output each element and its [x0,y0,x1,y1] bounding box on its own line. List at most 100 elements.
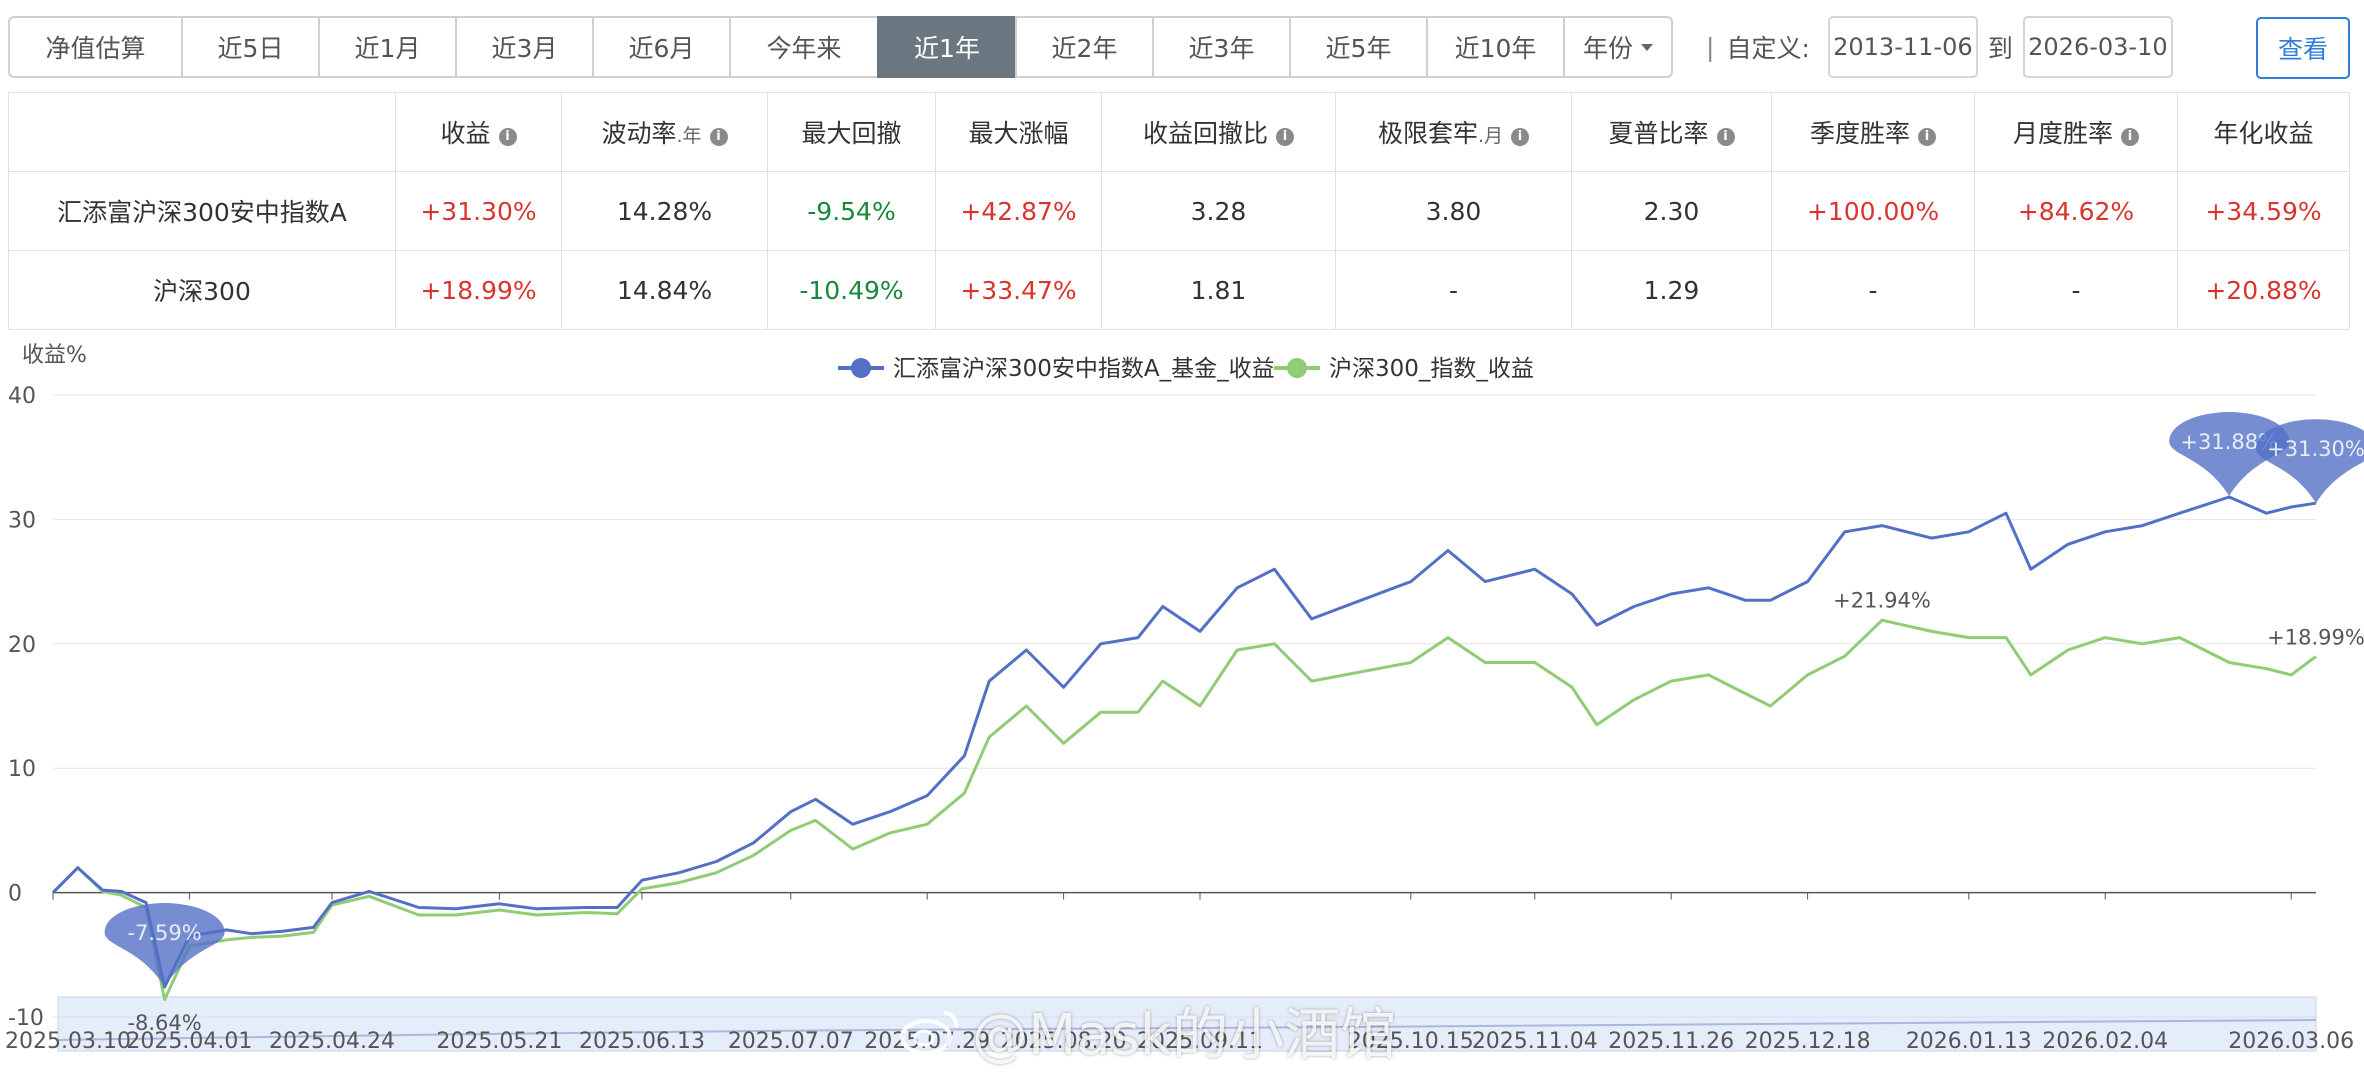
table-row: 汇添富沪深300安中指数A +31.30% 14.28% -9.54% +42.87% 3… [8,171,2350,251]
x-tick-label: 2025.03.10 [5,1029,131,1054]
column-header: 极限套牢.月 i [1335,92,1572,172]
period-tab-bar: 净值估算 近5日 近1月 近3月 近6月 今年来 近1年 近2年 近3年 近5年 近10年 年份 [8,16,1673,78]
table-cell: +20.88% [2177,250,2350,330]
tab-8[interactable]: 近2年 [1015,16,1152,78]
tab-1[interactable]: 净值估算 [8,16,181,78]
table-cell: -10.49% [767,250,936,330]
legend-label: 汇添富沪深300安中指数A_基金_收益 [893,356,1275,382]
tab-5[interactable]: 近6月 [592,16,729,78]
tab-9[interactable]: 近3年 [1152,16,1289,78]
tab-4[interactable]: 近3月 [455,16,592,78]
info-icon[interactable]: i [1511,128,1530,146]
x-tick-label: 2025.08.20 [1001,1029,1127,1054]
tab-label: 年份 [1582,34,1633,63]
pin-marker [2169,412,2290,497]
column-header-label: 收益 [440,119,491,148]
tab-10[interactable]: 近5年 [1289,16,1426,78]
info-icon[interactable]: i [1716,128,1735,146]
x-tick-label: 2025.04.01 [126,1029,252,1054]
y-tick-label: 40 [8,384,36,409]
column-header: 季度胜率 i [1771,92,1975,172]
info-icon[interactable]: i [1918,128,1936,146]
x-tick-label: 2025.07.29 [864,1029,990,1054]
table-cell: +31.30% [395,171,562,251]
info-icon[interactable]: i [498,128,517,146]
x-tick-label: 2026.03.06 [2228,1029,2354,1054]
query-button[interactable]: 查看 [2256,17,2350,79]
tab-6[interactable]: 今年来 [729,16,877,78]
table-cell: 1.81 [1101,250,1336,330]
tab-2[interactable]: 近5日 [181,16,318,78]
table-cell: +100.00% [1771,171,1975,251]
row-name: 沪深300 [8,250,396,330]
table-cell: - [1771,250,1975,330]
end-date-input[interactable] [2022,16,2173,78]
x-tick-label: 2025.12.18 [1745,1029,1871,1054]
row-name: 汇添富沪深300安中指数A [8,171,396,251]
pin-label: +31.30% [2267,437,2364,461]
x-tick-label: 2025.11.04 [1472,1029,1598,1054]
table-cell: +33.47% [935,250,1102,330]
column-header: 最大涨幅 [935,92,1102,172]
table-cell: +84.62% [1974,171,2178,251]
column-header: 年化收益 [2177,92,2350,172]
table-row: 沪深300 +18.99% 14.84% -10.49% +33.47% 1.81-1.2… [8,250,2350,330]
watermark-text: @Mask的小酒馆 [972,1003,1397,1068]
tab-label: 近1月 [354,34,421,63]
weibo-icon [900,1010,959,1055]
info-icon[interactable]: i [2121,128,2139,146]
x-tick-label: 2026.01.13 [1906,1029,2032,1054]
table-cell: 1.29 [1571,250,1772,330]
x-tick-label: 2026.02.04 [2042,1029,2168,1054]
tab-label: 近3年 [1188,34,1255,63]
value-label: +21.94% [1833,589,1931,613]
table-header-row: 收益 i 波动率.年 i 最大回撤 最大涨幅 收益回撤比 i 极限套牢.月 i 夏普比率 i 季度胜率 i… [8,92,2350,172]
tab-label: 近10年 [1454,34,1537,63]
table-cell: +18.99% [395,250,562,330]
divider: | [1706,32,1715,62]
column-header-label: 波动率 [601,119,677,148]
series-line [51,618,2317,1002]
column-header-label: 年化收益 [2213,119,2314,148]
custom-range: | 自定义: 到 [1700,16,2173,78]
x-tick-label: 2025.10.15 [1348,1029,1474,1054]
info-icon[interactable]: i [709,128,728,146]
watermark: @Mask的小酒馆 [900,990,1396,1071]
x-tick-label: 2025.11.26 [1608,1029,1734,1054]
column-header-label: 收益回撤比 [1142,119,1268,148]
tab-7[interactable]: 近1年 [877,16,1015,78]
custom-range-label: 自定义: [1726,34,1810,63]
legend-marker [1287,358,1307,378]
column-header: 收益 i [395,92,562,172]
tab-label: 净值估算 [45,34,146,63]
pin-label: -7.59% [127,921,201,945]
tab-11[interactable]: 近10年 [1426,16,1563,78]
tab-label: 近5年 [1325,34,1392,63]
info-icon[interactable]: i [1276,128,1294,146]
column-header-label: 夏普比率 [1608,119,1709,148]
table-cell: 3.28 [1101,171,1336,251]
y-tick-label: -10 [8,1006,44,1031]
x-tick-label: 2025.05.21 [436,1029,562,1054]
table-cell: 3.80 [1335,171,1572,251]
start-date-input[interactable] [1827,16,1978,78]
x-tick-label: 2025.06.13 [579,1029,705,1054]
column-header-label: 月度胜率 [2012,119,2113,148]
y-tick-label: 10 [8,757,36,782]
column-header: 收益回撤比 i [1101,92,1336,172]
tab-3[interactable]: 近1月 [318,16,455,78]
tab-label: 近6月 [628,34,695,63]
x-tick-label: 2025.04.24 [269,1029,395,1054]
tab-label: 近1年 [914,34,980,63]
value-label: -8.64% [127,1011,201,1035]
pin-marker [2256,419,2364,504]
caret-down-icon [1641,43,1653,51]
column-header: 波动率.年 i [561,92,768,172]
column-header-label: 极限套牢 [1377,119,1478,148]
x-tick-label: 2025.07.07 [728,1029,854,1054]
table-cell: - [1335,250,1572,330]
tab-label: 近3月 [491,34,558,63]
table-cell: - [1974,250,2178,330]
tab-12[interactable]: 年份 [1563,16,1673,78]
